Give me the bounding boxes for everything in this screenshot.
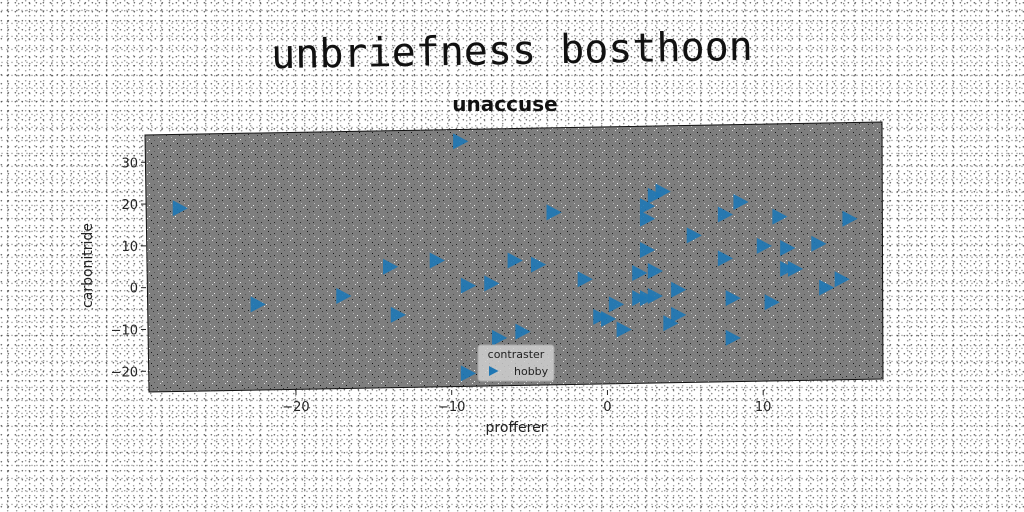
legend: contraster hobby	[477, 344, 555, 382]
data-point	[655, 183, 671, 200]
data-point	[647, 288, 663, 305]
data-point	[336, 288, 352, 305]
y-tick-label: 20	[121, 198, 138, 213]
data-point	[429, 252, 445, 269]
data-point	[686, 227, 702, 244]
data-point	[507, 252, 523, 269]
y-axis-label: carbonitride	[80, 223, 96, 308]
data-point	[725, 290, 741, 307]
y-tick-label: −20	[111, 365, 138, 380]
y-tick-label: 30	[121, 156, 138, 171]
data-point	[717, 206, 734, 223]
data-point	[663, 315, 679, 332]
x-axis-label: profferer	[486, 420, 547, 436]
data-point	[453, 133, 469, 150]
data-point	[383, 258, 399, 275]
data-point	[632, 265, 648, 282]
data-point	[811, 235, 827, 252]
x-tick-label: −20	[282, 400, 309, 415]
data-point	[577, 271, 593, 288]
data-point	[671, 281, 687, 298]
data-point	[460, 277, 477, 294]
data-point	[639, 210, 656, 227]
legend-marker	[489, 366, 499, 376]
data-point	[639, 198, 656, 215]
legend-title: contraster	[488, 348, 545, 361]
data-point	[632, 290, 648, 307]
data-point	[725, 329, 741, 346]
data-point	[593, 308, 609, 325]
data-point	[601, 311, 617, 328]
data-point	[647, 262, 663, 279]
data-point	[764, 294, 780, 311]
data-point	[616, 321, 632, 338]
data-point	[780, 239, 796, 256]
legend-box	[477, 344, 555, 382]
data-point	[172, 200, 188, 217]
chart-title: unaccuse	[452, 92, 558, 116]
data-point	[608, 296, 625, 313]
data-point	[492, 329, 508, 346]
data-point	[717, 250, 734, 267]
data-point	[780, 260, 796, 277]
axes: −20 −10 0 10 −20 −10 0 10 20 30	[111, 156, 772, 415]
data-points	[172, 133, 858, 382]
data-point	[250, 296, 266, 313]
y-tick-label: 0	[130, 282, 138, 297]
x-tick-label: 10	[755, 400, 772, 415]
data-point	[842, 210, 858, 227]
data-point	[671, 306, 687, 323]
data-point	[639, 242, 656, 259]
legend-item-label: hobby	[514, 365, 549, 378]
data-point	[733, 193, 749, 210]
y-tick-label: 10	[121, 240, 138, 255]
data-point	[834, 271, 850, 288]
data-point	[530, 256, 547, 273]
data-point	[787, 260, 804, 277]
x-tick-label: −10	[438, 400, 465, 415]
data-point	[484, 275, 500, 292]
x-tick-label: 0	[603, 400, 611, 415]
data-point	[756, 237, 772, 254]
data-point	[819, 279, 835, 296]
data-point	[460, 365, 477, 382]
y-tick-label: −10	[111, 323, 138, 338]
data-point	[390, 306, 406, 323]
data-point	[515, 323, 531, 340]
data-point	[546, 204, 562, 221]
data-point	[639, 290, 656, 307]
data-point	[647, 187, 663, 204]
data-point	[772, 208, 788, 225]
